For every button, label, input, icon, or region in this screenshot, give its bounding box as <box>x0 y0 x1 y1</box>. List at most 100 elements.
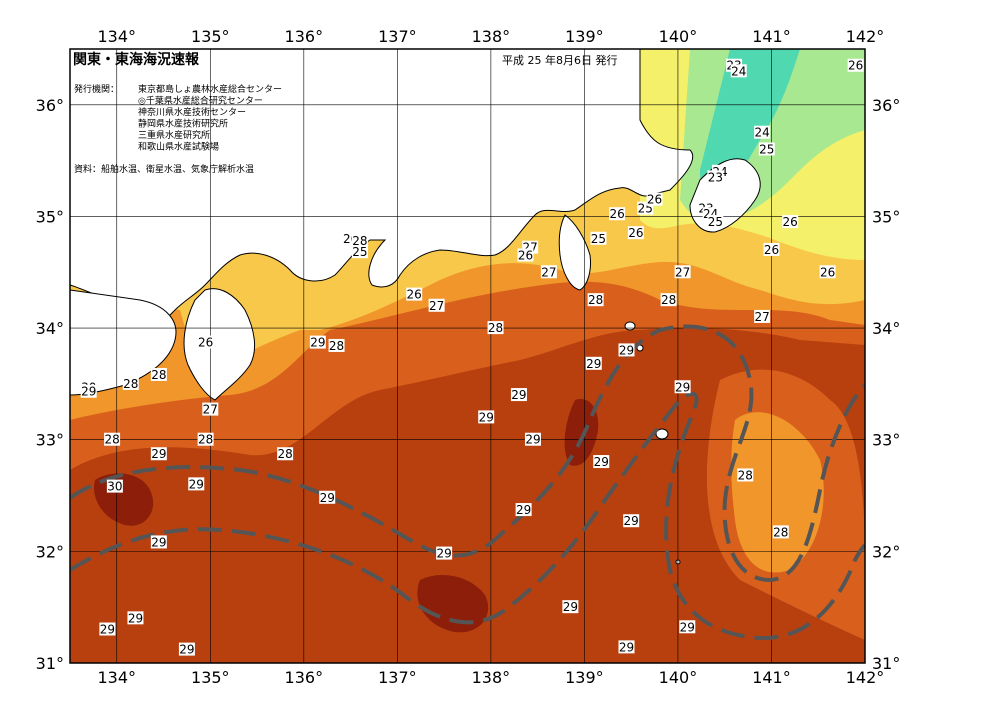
temperature-label: 28 <box>277 447 292 461</box>
temperature-label: 29 <box>594 455 609 469</box>
temperature-label: 26 <box>647 193 662 207</box>
latitude-label-right: 35° <box>872 207 900 226</box>
longitude-labels-top: 134° 135° 136° 137° 138° 139° 140° 141° 142° <box>97 27 884 46</box>
temperature-label-bg <box>847 58 864 72</box>
longitude-label-top: 135° <box>191 27 230 46</box>
temperature-label-bg <box>104 432 121 446</box>
temperature-label: 28 <box>198 433 213 447</box>
issue-date: 平成 25 年8月6日 発行 <box>502 53 617 67</box>
temperature-label-bg <box>478 410 495 424</box>
zone-27-east <box>731 412 824 573</box>
latitude-labels-left: 36° 35° 34° 33° 32° 31° <box>36 96 64 673</box>
temperature-label: 26 <box>628 226 643 240</box>
temperature-label-bg <box>150 447 167 461</box>
temperature-label: 26 <box>848 59 863 73</box>
temperature-label: 25 <box>708 215 723 229</box>
temperature-label: 23 <box>708 170 723 184</box>
latitude-label-left: 31° <box>36 654 64 673</box>
temperature-label: 26 <box>764 243 779 257</box>
temperature-label: 29 <box>436 547 451 561</box>
temperature-label-bg <box>819 265 836 279</box>
longitude-label-top: 140° <box>659 27 698 46</box>
temperature-label-bg <box>197 432 214 446</box>
temperature-label-bg <box>178 642 195 656</box>
temperature-label: 26 <box>610 207 625 221</box>
issuer-name: ◎千葉県水産総合研究センター <box>138 95 263 107</box>
temperature-label: 27 <box>675 265 690 279</box>
temperature-label: 30 <box>107 480 122 494</box>
data-sources: 資料：船舶水温、衛星水温、気象庁解析水温 <box>74 163 254 175</box>
zone-30-mid <box>417 575 489 633</box>
temperature-label: 28 <box>773 525 788 539</box>
longitude-label-bottom: 134° <box>97 668 136 687</box>
temperature-label-bg <box>585 356 602 370</box>
temperature-label: 29 <box>151 535 166 549</box>
temperature-label-bg <box>618 640 635 654</box>
temperature-label: 29 <box>310 336 325 350</box>
latitude-label-left: 35° <box>36 207 64 226</box>
temperature-label-bg <box>202 402 219 416</box>
temperature-label-bg <box>540 265 557 279</box>
temperature-labels: 2324262425242323242526262626252625262727… <box>80 58 864 657</box>
temperature-label-bg <box>80 384 97 398</box>
temperature-label: 28 <box>123 377 138 391</box>
temperature-label-bg <box>707 215 724 229</box>
temperature-label-bg <box>328 338 345 352</box>
island-miyake <box>655 428 669 440</box>
temperature-label-bg <box>782 215 799 229</box>
temperature-label: 25 <box>759 142 774 156</box>
temperature-label-bg <box>679 620 696 634</box>
temperature-label: 28 <box>352 234 367 248</box>
longitude-label-bottom: 139° <box>565 668 604 687</box>
longitude-label-bottom: 136° <box>285 668 324 687</box>
temperature-label-bg <box>319 490 336 504</box>
kuroshio-axis-south <box>70 392 865 641</box>
issuer-name: 三重県水産研究所 <box>138 129 210 141</box>
temperature-label: 29 <box>100 623 115 637</box>
latitude-label-left: 33° <box>36 431 64 450</box>
temperature-label: 29 <box>479 410 494 424</box>
longitude-label-bottom: 138° <box>472 668 511 687</box>
temperature-label: 24 <box>754 126 769 140</box>
temperature-label: 29 <box>128 611 143 625</box>
longitude-label-bottom: 140° <box>659 668 698 687</box>
latitude-label-left: 36° <box>36 96 64 115</box>
temperature-label-bg <box>197 335 214 349</box>
issuer-name: 静岡県水産技術研究所 <box>138 118 228 130</box>
temperature-label-bg <box>587 293 604 307</box>
temperature-label-bg <box>562 600 579 614</box>
longitude-label-top: 137° <box>378 27 417 46</box>
temperature-label-bg <box>754 309 771 323</box>
temperature-label: 29 <box>81 385 96 399</box>
longitude-label-bottom: 135° <box>191 668 230 687</box>
temperature-label-bg <box>618 343 635 357</box>
zone-30-east <box>564 399 599 466</box>
island-kozu <box>636 344 644 352</box>
temperature-label-bg <box>646 192 663 206</box>
temperature-label-bg <box>510 388 527 402</box>
temperature-label: 29 <box>179 643 194 657</box>
temperature-label-bg <box>674 380 691 394</box>
longitude-label-bottom: 141° <box>752 668 791 687</box>
temperature-label-bg <box>674 265 691 279</box>
latitude-label-left: 32° <box>36 542 64 561</box>
temperature-field <box>70 49 865 663</box>
temperature-label: 28 <box>661 293 676 307</box>
temperature-label-bg <box>436 546 453 560</box>
land-honshu <box>70 49 693 321</box>
temperature-label: 29 <box>516 503 531 517</box>
temperature-label: 27 <box>203 403 218 417</box>
temperature-label-bg <box>351 234 368 248</box>
island-oshima <box>624 321 636 331</box>
temperature-label-bg <box>106 479 123 493</box>
temperature-label-bg <box>524 432 541 446</box>
temperature-label: 29 <box>189 477 204 491</box>
temperature-label-bg <box>707 170 724 184</box>
longitude-label-top: 139° <box>565 27 604 46</box>
longitude-label-top: 142° <box>846 27 885 46</box>
temperature-label: 26 <box>198 336 213 350</box>
temperature-label-bg <box>351 245 368 259</box>
temperature-label-bg <box>623 514 640 528</box>
longitude-label-bottom: 142° <box>846 668 885 687</box>
